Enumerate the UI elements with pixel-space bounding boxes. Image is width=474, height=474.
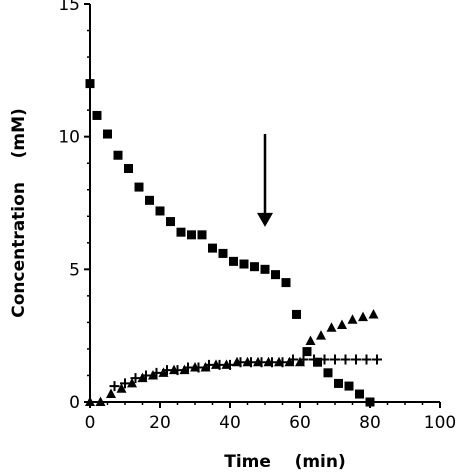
plus-point bbox=[319, 354, 330, 365]
plus-point bbox=[309, 354, 319, 365]
arrow-head bbox=[257, 212, 273, 227]
y-tick-label: 5 bbox=[69, 260, 80, 280]
square-point bbox=[229, 256, 238, 266]
plus-point bbox=[361, 354, 372, 365]
plus-point bbox=[130, 373, 141, 384]
plus-point bbox=[256, 357, 267, 368]
x-axis-label: Time (min) bbox=[224, 452, 346, 472]
triangle-point bbox=[368, 308, 379, 319]
square-point bbox=[344, 381, 354, 391]
x-tick-label: 100 bbox=[424, 413, 456, 433]
square-point bbox=[281, 278, 291, 288]
triangle-point bbox=[337, 319, 347, 330]
square-point bbox=[113, 150, 123, 160]
square-point bbox=[239, 259, 249, 269]
triangle-point bbox=[347, 314, 358, 324]
ticks: 0 20 40 60 80 100 0 5 10 15 bbox=[58, 0, 456, 433]
square-point bbox=[197, 230, 207, 240]
plus-point bbox=[204, 359, 214, 370]
square-point bbox=[166, 217, 175, 227]
square-point bbox=[355, 389, 364, 399]
square-point bbox=[292, 309, 301, 319]
square-point bbox=[334, 378, 343, 388]
triangle-point bbox=[316, 330, 326, 340]
square-point bbox=[365, 397, 375, 407]
triangle-point bbox=[95, 396, 106, 406]
plus-point bbox=[351, 354, 361, 365]
x-tick-label: 40 bbox=[219, 413, 241, 433]
plus-point bbox=[298, 354, 309, 365]
plus-point bbox=[235, 357, 246, 368]
triangle-point bbox=[326, 322, 337, 332]
plus-point bbox=[141, 370, 151, 381]
square-point bbox=[208, 243, 217, 253]
square-point bbox=[145, 195, 154, 205]
triangle-point bbox=[127, 377, 137, 388]
series-plus bbox=[109, 354, 382, 392]
plus-point bbox=[193, 362, 204, 373]
square-point bbox=[124, 164, 133, 174]
square-point bbox=[250, 262, 259, 272]
plus-point bbox=[162, 365, 172, 376]
square-point bbox=[302, 347, 312, 357]
square-point bbox=[218, 248, 228, 258]
plus-point bbox=[225, 359, 235, 370]
x-tick-label: 0 bbox=[85, 413, 96, 433]
plus-point bbox=[267, 357, 277, 368]
triangle-point bbox=[305, 335, 316, 345]
square-point bbox=[313, 357, 322, 367]
plus-point bbox=[246, 357, 256, 368]
y-tick-label: 15 bbox=[58, 0, 80, 15]
square-point bbox=[103, 129, 112, 139]
series-square bbox=[85, 79, 375, 407]
triangle-point bbox=[106, 388, 116, 399]
triangle-point bbox=[85, 396, 95, 406]
y-tick-label: 10 bbox=[58, 128, 80, 148]
square-point bbox=[323, 368, 333, 378]
y-axis-label: Concentration (mM) bbox=[9, 108, 29, 318]
plus-point bbox=[330, 354, 340, 365]
square-point bbox=[271, 270, 280, 280]
plus-point bbox=[372, 354, 382, 365]
square-point bbox=[134, 182, 144, 192]
triangle-point bbox=[358, 311, 368, 322]
x-tick-label: 20 bbox=[149, 413, 171, 433]
plus-point bbox=[120, 378, 130, 389]
plus-point bbox=[172, 365, 183, 376]
plus-point bbox=[340, 354, 351, 365]
plus-point bbox=[277, 357, 288, 368]
square-point bbox=[187, 230, 196, 240]
plus-point bbox=[214, 359, 225, 370]
plus-point bbox=[151, 367, 162, 378]
x-tick-label: 80 bbox=[359, 413, 381, 433]
series bbox=[85, 79, 382, 407]
square-point bbox=[176, 227, 186, 237]
annotations bbox=[257, 134, 273, 227]
square-point bbox=[260, 264, 270, 274]
square-point bbox=[85, 79, 95, 89]
plus-point bbox=[183, 362, 193, 373]
triangle-point bbox=[116, 383, 127, 393]
plus-point bbox=[109, 381, 120, 392]
x-tick-label: 60 bbox=[289, 413, 311, 433]
plus-point bbox=[288, 354, 298, 365]
square-point bbox=[92, 110, 102, 120]
y-tick-label: 0 bbox=[69, 393, 80, 413]
square-point bbox=[155, 206, 165, 216]
